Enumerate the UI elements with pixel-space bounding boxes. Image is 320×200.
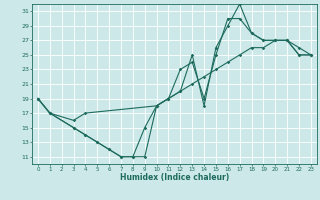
X-axis label: Humidex (Indice chaleur): Humidex (Indice chaleur) xyxy=(120,173,229,182)
